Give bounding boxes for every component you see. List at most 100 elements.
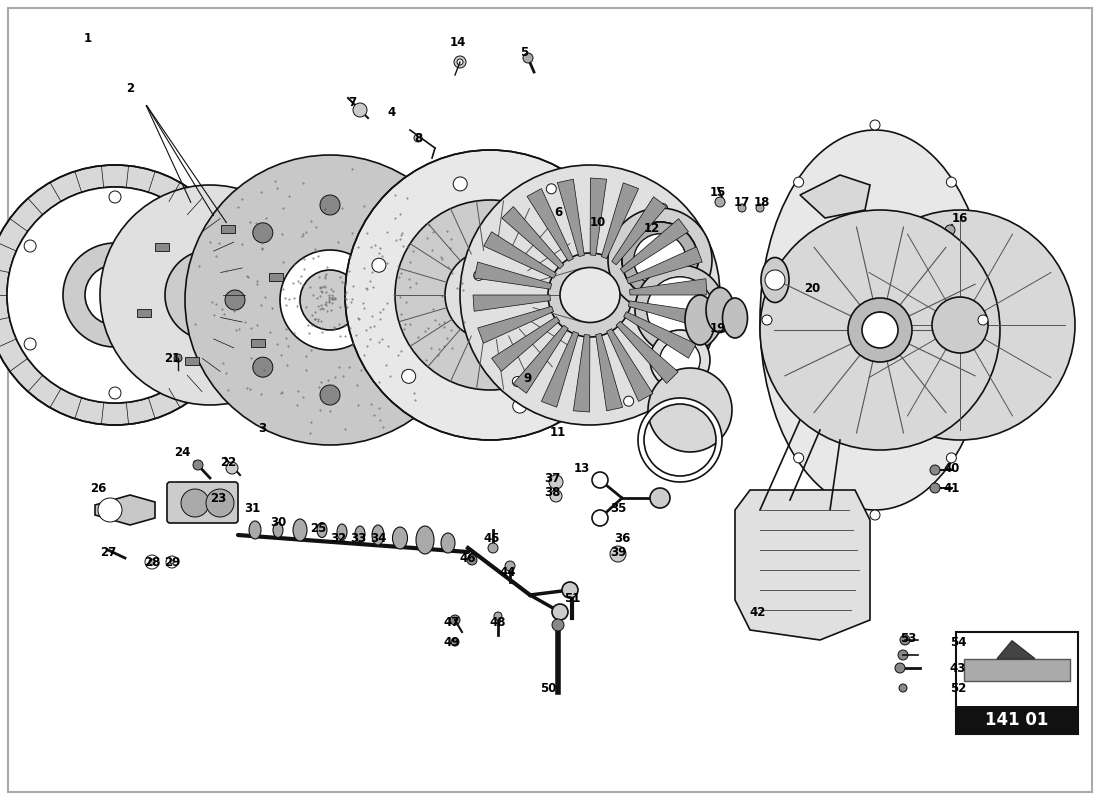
- Polygon shape: [579, 232, 625, 295]
- Text: 3: 3: [257, 422, 266, 434]
- Polygon shape: [477, 306, 553, 343]
- Circle shape: [402, 370, 416, 383]
- Polygon shape: [626, 246, 702, 284]
- Polygon shape: [590, 390, 642, 420]
- Circle shape: [624, 396, 634, 406]
- Text: 34: 34: [370, 531, 386, 545]
- Circle shape: [760, 607, 775, 623]
- Ellipse shape: [337, 524, 346, 540]
- Text: 50: 50: [540, 682, 557, 694]
- Polygon shape: [502, 206, 564, 269]
- Circle shape: [549, 475, 563, 489]
- Circle shape: [450, 615, 460, 625]
- Circle shape: [845, 210, 1075, 440]
- Polygon shape: [494, 160, 558, 208]
- Circle shape: [451, 638, 459, 646]
- Circle shape: [513, 377, 522, 386]
- Polygon shape: [558, 179, 584, 257]
- FancyBboxPatch shape: [186, 357, 199, 365]
- Text: 32: 32: [330, 531, 346, 545]
- Circle shape: [320, 385, 340, 405]
- Text: 33: 33: [350, 531, 366, 545]
- Circle shape: [660, 340, 700, 380]
- Circle shape: [900, 635, 910, 645]
- Polygon shape: [629, 278, 707, 295]
- Text: 45: 45: [484, 531, 500, 545]
- Polygon shape: [612, 197, 667, 265]
- Circle shape: [592, 510, 608, 526]
- Circle shape: [647, 277, 713, 343]
- Circle shape: [206, 489, 234, 517]
- Circle shape: [474, 270, 484, 280]
- Circle shape: [764, 270, 785, 290]
- Text: 13: 13: [574, 462, 590, 474]
- Polygon shape: [735, 490, 870, 640]
- Text: 2: 2: [125, 82, 134, 94]
- Circle shape: [594, 318, 608, 332]
- Polygon shape: [355, 227, 404, 291]
- Circle shape: [552, 604, 568, 620]
- Text: 36: 36: [614, 531, 630, 545]
- Circle shape: [946, 453, 956, 463]
- Bar: [964, 658, 1070, 681]
- Circle shape: [862, 312, 898, 348]
- Polygon shape: [373, 345, 437, 410]
- Polygon shape: [427, 160, 490, 206]
- Circle shape: [793, 177, 804, 187]
- Polygon shape: [250, 253, 300, 295]
- Text: 8: 8: [414, 131, 422, 145]
- FancyBboxPatch shape: [268, 274, 283, 282]
- Text: 37: 37: [543, 471, 560, 485]
- Polygon shape: [997, 641, 1035, 658]
- Polygon shape: [600, 170, 652, 204]
- Text: 35: 35: [609, 502, 626, 514]
- Polygon shape: [590, 178, 607, 255]
- Circle shape: [185, 155, 475, 445]
- Circle shape: [488, 543, 498, 553]
- Text: 20: 20: [804, 282, 821, 294]
- Polygon shape: [482, 347, 530, 398]
- Circle shape: [453, 177, 468, 191]
- Text: 27: 27: [100, 546, 117, 558]
- Polygon shape: [492, 317, 560, 371]
- FancyBboxPatch shape: [221, 226, 234, 234]
- Text: 24: 24: [174, 446, 190, 458]
- Text: 21: 21: [164, 351, 180, 365]
- Ellipse shape: [372, 525, 384, 545]
- Polygon shape: [210, 334, 252, 385]
- Circle shape: [446, 250, 535, 340]
- Circle shape: [870, 120, 880, 130]
- Circle shape: [454, 56, 466, 68]
- Circle shape: [63, 243, 167, 347]
- Polygon shape: [681, 304, 715, 358]
- Polygon shape: [211, 205, 255, 256]
- Text: 10: 10: [590, 215, 606, 229]
- Circle shape: [109, 191, 121, 203]
- Polygon shape: [602, 183, 639, 258]
- Polygon shape: [624, 312, 696, 358]
- Bar: [956, 706, 1078, 734]
- Circle shape: [494, 612, 502, 620]
- Text: eurospares: eurospares: [282, 376, 598, 424]
- Text: 26: 26: [90, 482, 107, 494]
- Polygon shape: [576, 298, 625, 362]
- Polygon shape: [800, 175, 870, 218]
- Circle shape: [280, 250, 380, 350]
- Text: 4: 4: [388, 106, 396, 118]
- Ellipse shape: [761, 258, 789, 302]
- Circle shape: [634, 234, 686, 286]
- Circle shape: [182, 489, 209, 517]
- Circle shape: [648, 368, 732, 452]
- Text: 14: 14: [450, 35, 466, 49]
- Circle shape: [415, 290, 434, 310]
- Circle shape: [513, 399, 527, 413]
- Text: 5: 5: [520, 46, 528, 58]
- Polygon shape: [487, 186, 538, 234]
- Circle shape: [548, 253, 632, 337]
- Circle shape: [414, 134, 422, 142]
- Circle shape: [756, 204, 764, 212]
- Polygon shape: [543, 181, 607, 245]
- Text: 44: 44: [499, 566, 516, 578]
- Circle shape: [621, 222, 698, 298]
- Polygon shape: [541, 331, 579, 407]
